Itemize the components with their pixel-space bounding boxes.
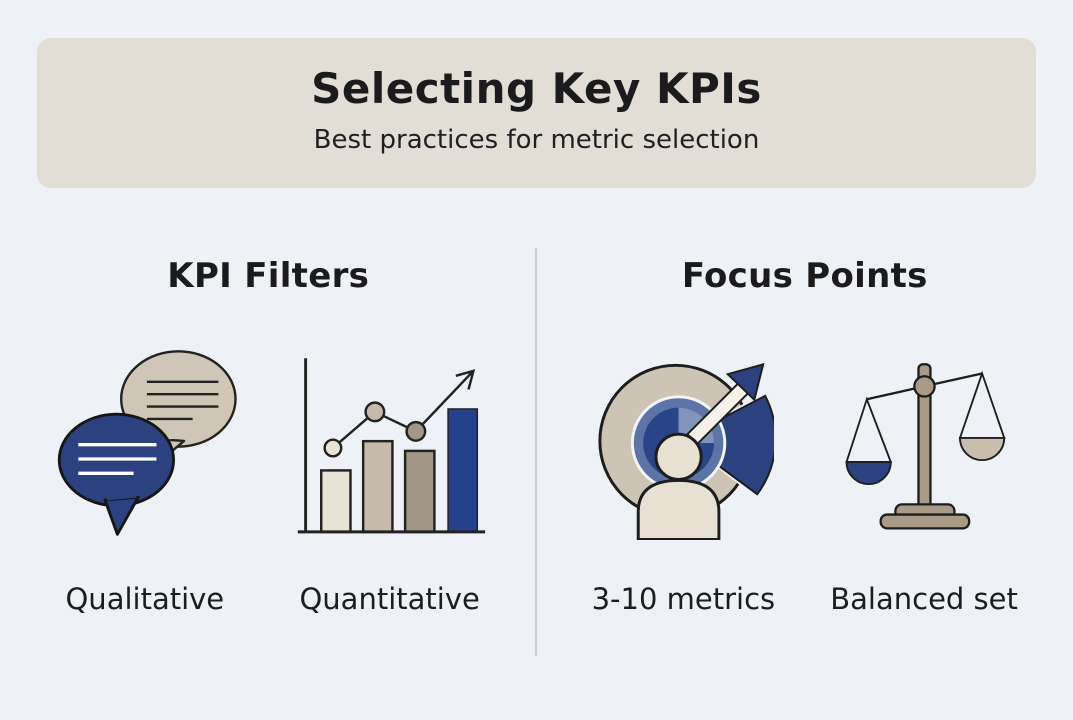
item-label: Qualitative <box>65 582 225 616</box>
infographic-item: Qualitative <box>47 338 243 616</box>
header-banner: Selecting Key KPIs Best practices for me… <box>37 38 1036 188</box>
infographic-item: 3-10 metrics <box>591 338 776 616</box>
page-title: Selecting Key KPIs <box>311 64 762 113</box>
item-label: Balanced set <box>830 582 1018 616</box>
speech-bubbles-icon <box>57 350 237 536</box>
item-label: 3-10 metrics <box>591 582 776 616</box>
column-title: Focus Points <box>681 256 928 296</box>
content-area: KPI Filters <box>0 240 1073 680</box>
balance-scale-icon <box>845 363 1006 530</box>
column-divider <box>535 248 537 656</box>
infographic-item: Balanced set <box>830 338 1018 616</box>
infographic-item: Quantitative <box>290 338 490 616</box>
column-title: KPI Filters <box>167 256 370 296</box>
item-label: Quantitative <box>299 582 480 616</box>
column-kpi-filters: KPI Filters <box>0 240 537 680</box>
column-focus-points: Focus Points <box>537 240 1073 680</box>
trend-bar-chart-icon <box>297 358 485 534</box>
target-person-arrow-icon <box>598 362 775 540</box>
page-subtitle: Best practices for metric selection <box>313 125 760 155</box>
